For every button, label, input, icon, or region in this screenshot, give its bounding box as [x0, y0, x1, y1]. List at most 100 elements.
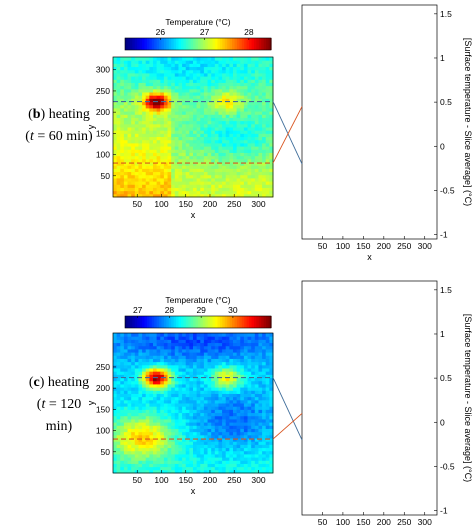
heatmap-cell: [163, 136, 169, 141]
heatmap-cell: [142, 377, 147, 382]
heatmap-cell: [207, 101, 212, 106]
heatmap-cell: [120, 377, 125, 382]
heatmap-cell: [214, 114, 219, 118]
heatmap-cell: [254, 371, 259, 375]
heatmap-cell: [142, 339, 147, 344]
heatmap-cell: [262, 387, 267, 391]
heatmap-cell: [171, 149, 176, 153]
heatmap-cell: [214, 155, 219, 160]
heatmap-cell: [167, 76, 172, 80]
heatmap-cell: [222, 114, 227, 118]
heatmap-cell: [123, 111, 129, 115]
colorbar-swatch-b: [185, 38, 189, 50]
colorbar-swatch-c: [173, 316, 177, 328]
heatmap-cell: [207, 98, 212, 103]
heatmap-cell: [243, 146, 249, 150]
heatmap-cell: [160, 406, 165, 410]
heatmap-cell: [131, 98, 136, 103]
heatmap-cell: [116, 463, 121, 468]
heatmap-cell: [214, 92, 219, 96]
heatmap-cell: [258, 469, 263, 474]
heatmap-cell: [243, 187, 249, 192]
heatmap-cell: [218, 434, 223, 439]
heatmap-cell: [251, 348, 256, 353]
heatmap-cell: [185, 76, 190, 80]
heatmap-cell: [174, 139, 179, 144]
heatmap-cell: [189, 374, 194, 379]
heatmap-cell: [138, 390, 143, 394]
panel-c-label: (c) heating (t = 120 min): [28, 375, 90, 434]
heatmap-cell: [233, 101, 238, 106]
heatmap-cell: [178, 339, 183, 344]
heatmap-cell: [193, 396, 198, 401]
line-plot-bg-c: [302, 281, 437, 515]
heatmap-cell: [200, 460, 205, 464]
heatmap-cell: [218, 92, 223, 96]
heatmap-cell: [189, 434, 194, 439]
heatmap-cell: [123, 165, 129, 169]
heatmap-cell: [269, 403, 274, 407]
heatmap-cell: [182, 66, 187, 71]
heatmap-cell: [258, 393, 263, 398]
heatmap-cell: [225, 377, 230, 382]
heatmap-cell: [269, 190, 274, 195]
heatmap-cell: [203, 168, 209, 173]
heatmap-cell: [116, 95, 121, 99]
heatmap-cell: [149, 69, 154, 74]
heatmap-cell: [120, 345, 125, 350]
heatmap-cell: [185, 450, 190, 455]
heatmap-cell: [120, 193, 125, 198]
heatmap-cell: [171, 453, 176, 458]
heatmap-cell: [214, 428, 219, 433]
heatmap-cell: [240, 355, 245, 359]
heatmap-cell: [149, 396, 154, 401]
heatmap-cell: [214, 111, 219, 115]
heatmap-cell: [116, 348, 121, 353]
heatmap-cell: [236, 82, 241, 87]
heatmap-cell: [160, 336, 165, 340]
heatmap-cell: [156, 425, 161, 429]
colorbar-swatch-b: [232, 38, 236, 50]
heatmap-cell: [123, 450, 129, 455]
heatmap-cell: [131, 168, 136, 173]
heatmap-cell: [243, 387, 249, 391]
heatmap-cell: [251, 441, 256, 445]
heatmap-cell: [145, 165, 150, 169]
heatmap-cell: [123, 438, 129, 442]
heatmap-cell: [251, 162, 256, 166]
heatmap-cell: [229, 190, 234, 195]
heatmap-cell: [171, 428, 176, 433]
colorbar-swatch-c: [227, 316, 231, 328]
heatmap-cell: [193, 114, 198, 118]
heatmap-cell: [131, 336, 136, 340]
heatmap-cell: [240, 104, 245, 109]
heatmap-cell: [174, 403, 179, 407]
heatmap-cell: [193, 358, 198, 363]
heatmap-cell: [211, 92, 216, 96]
heatmap-cell: [207, 146, 212, 150]
heatmap-cell: [258, 374, 263, 379]
heatmap-cell: [203, 187, 209, 192]
heatmap-cell: [251, 453, 256, 458]
heatmap-cell: [142, 387, 147, 391]
heatmap-cell: [189, 107, 194, 112]
heatmap-cell: [200, 438, 205, 442]
heatmap-cell: [269, 438, 274, 442]
heatmap-cell: [134, 418, 139, 423]
heatmap-cell: [174, 396, 179, 401]
heatmap-cell: [269, 142, 274, 147]
heatmap-cell: [153, 123, 158, 128]
heatmap-cell: [138, 63, 143, 68]
heatmap-cell: [243, 361, 249, 366]
heatmap-cell: [163, 85, 169, 90]
heatmap-cell: [222, 463, 227, 468]
heatmap-cell: [123, 152, 129, 157]
heatmap-cell: [251, 447, 256, 452]
heatmap-cell: [185, 364, 190, 369]
heatmap-cell: [229, 133, 234, 138]
heatmap-cell: [189, 444, 194, 449]
heatmap-cell: [178, 98, 183, 103]
heatmap-cell: [225, 162, 230, 166]
heatmap-cell: [269, 450, 274, 455]
heatmap-cell: [131, 342, 136, 347]
